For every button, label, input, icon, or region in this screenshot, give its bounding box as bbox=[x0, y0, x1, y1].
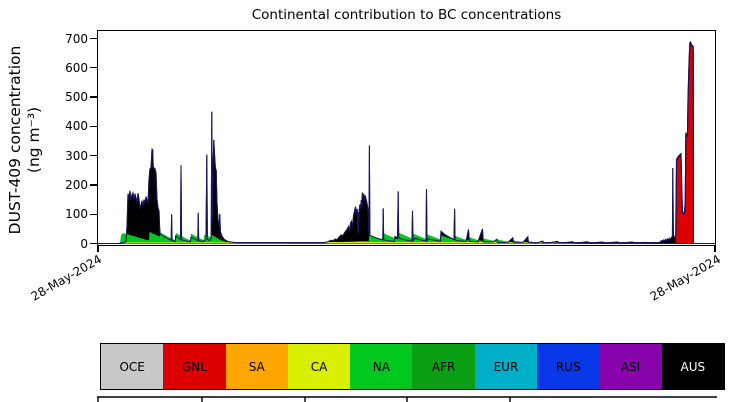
legend-item-label: AUS bbox=[680, 359, 706, 374]
legend-item-sa: SA bbox=[225, 344, 288, 389]
y-tick-mark bbox=[90, 242, 97, 245]
chart-title: Continental contribution to BC concentra… bbox=[251, 7, 562, 23]
plot-area bbox=[97, 30, 716, 246]
legend-item-ca: CA bbox=[287, 344, 351, 389]
legend-item-oce: OCE bbox=[101, 344, 164, 389]
legend-item-gnl: GNL bbox=[163, 344, 226, 389]
chart-canvas bbox=[98, 41, 715, 244]
bottom-axis bbox=[97, 396, 717, 402]
legend-item-afr: AFR bbox=[412, 344, 475, 389]
x-tick-label-end: 28-May-2024 bbox=[647, 252, 723, 304]
legend-item-na: NA bbox=[350, 344, 413, 389]
series-total-outline bbox=[98, 41, 715, 244]
y-tick-label: 500 bbox=[65, 90, 88, 105]
series-ca-area bbox=[98, 242, 715, 244]
y-axis-label: DUST-409 concentration (ng m⁻³) bbox=[6, 25, 46, 255]
x-tick-mark bbox=[97, 246, 99, 252]
legend: OCE GNL SA CA NA AFR EUR RUS ASI AUS bbox=[100, 343, 725, 390]
y-axis-label-line1: DUST-409 concentration bbox=[6, 45, 24, 235]
x-tick-label-start: 28-May-2024 bbox=[28, 252, 104, 304]
legend-item-label: SA bbox=[248, 359, 265, 374]
y-tick-label: 200 bbox=[65, 177, 88, 192]
legend-item-label: EUR bbox=[493, 359, 519, 374]
legend-item-rus: RUS bbox=[537, 344, 600, 389]
y-tick-mark bbox=[90, 37, 97, 40]
series-na-area bbox=[98, 231, 715, 244]
y-tick-label: 300 bbox=[65, 148, 88, 163]
y-tick-label: 700 bbox=[65, 31, 88, 46]
legend-item-label: GNL bbox=[181, 359, 207, 374]
y-tick-mark bbox=[90, 96, 97, 98]
y-tick-mark bbox=[90, 125, 97, 128]
legend-item-label: RUS bbox=[555, 359, 581, 374]
series-total_bc-area bbox=[98, 41, 715, 244]
legend-item-label: OCE bbox=[119, 359, 145, 374]
y-tick-mark bbox=[90, 67, 97, 69]
legend-item-eur: EUR bbox=[474, 344, 538, 389]
y-tick-label: 600 bbox=[65, 60, 88, 75]
legend-item-aus: AUS bbox=[661, 344, 724, 389]
x-tick-mark bbox=[714, 246, 716, 252]
legend-item-label: CA bbox=[310, 359, 328, 374]
legend-item-label: NA bbox=[372, 359, 390, 374]
series-gnl-area bbox=[98, 42, 715, 244]
y-tick-label: 400 bbox=[65, 119, 88, 134]
y-tick-mark bbox=[90, 213, 97, 215]
y-tick-label: 100 bbox=[65, 207, 88, 222]
legend-item-label: AFR bbox=[431, 359, 456, 374]
y-tick-label: 0 bbox=[80, 236, 88, 251]
legend-item-asi: ASI bbox=[599, 344, 662, 389]
y-axis-label-line2: (ng m⁻³) bbox=[25, 106, 43, 174]
y-tick-mark bbox=[90, 154, 97, 157]
y-tick-mark bbox=[90, 184, 97, 186]
legend-item-label: ASI bbox=[620, 359, 641, 374]
